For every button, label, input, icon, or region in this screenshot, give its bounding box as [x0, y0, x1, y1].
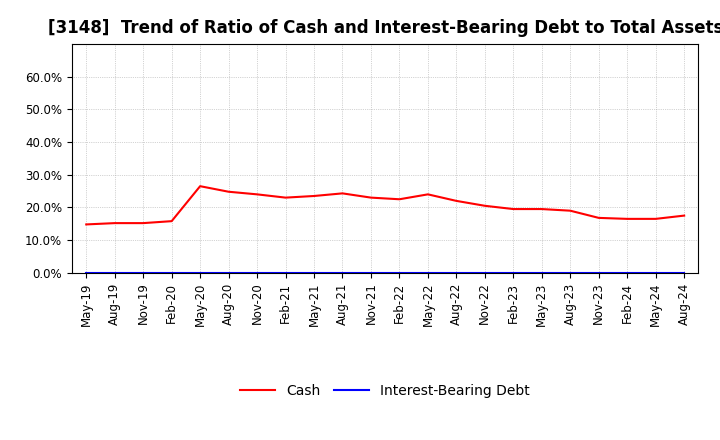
Cash — [566, 208, 575, 213]
Interest-Bearing Debt — [110, 270, 119, 275]
Cash — [366, 195, 375, 200]
Cash — [595, 215, 603, 220]
Interest-Bearing Debt — [509, 270, 518, 275]
Cash — [310, 193, 318, 198]
Interest-Bearing Debt — [253, 270, 261, 275]
Interest-Bearing Debt — [452, 270, 461, 275]
Cash — [509, 206, 518, 212]
Cash — [652, 216, 660, 221]
Cash — [537, 206, 546, 212]
Title: [3148]  Trend of Ratio of Cash and Interest-Bearing Debt to Total Assets: [3148] Trend of Ratio of Cash and Intere… — [48, 19, 720, 37]
Cash — [423, 192, 432, 197]
Interest-Bearing Debt — [167, 270, 176, 275]
Cash — [395, 197, 404, 202]
Interest-Bearing Debt — [310, 270, 318, 275]
Cash — [253, 192, 261, 197]
Cash — [139, 220, 148, 226]
Interest-Bearing Debt — [366, 270, 375, 275]
Cash — [480, 203, 489, 209]
Cash — [282, 195, 290, 200]
Interest-Bearing Debt — [652, 270, 660, 275]
Cash — [623, 216, 631, 221]
Interest-Bearing Debt — [423, 270, 432, 275]
Cash — [167, 219, 176, 224]
Interest-Bearing Debt — [480, 270, 489, 275]
Interest-Bearing Debt — [566, 270, 575, 275]
Interest-Bearing Debt — [623, 270, 631, 275]
Interest-Bearing Debt — [338, 270, 347, 275]
Cash — [110, 220, 119, 226]
Interest-Bearing Debt — [139, 270, 148, 275]
Legend: Cash, Interest-Bearing Debt: Cash, Interest-Bearing Debt — [235, 378, 536, 403]
Interest-Bearing Debt — [82, 270, 91, 275]
Cash — [338, 191, 347, 196]
Interest-Bearing Debt — [680, 270, 688, 275]
Cash — [82, 222, 91, 227]
Cash — [680, 213, 688, 218]
Interest-Bearing Debt — [595, 270, 603, 275]
Cash — [196, 183, 204, 189]
Interest-Bearing Debt — [537, 270, 546, 275]
Cash — [225, 189, 233, 194]
Interest-Bearing Debt — [225, 270, 233, 275]
Line: Cash: Cash — [86, 186, 684, 224]
Interest-Bearing Debt — [395, 270, 404, 275]
Cash — [452, 198, 461, 204]
Interest-Bearing Debt — [196, 270, 204, 275]
Interest-Bearing Debt — [282, 270, 290, 275]
